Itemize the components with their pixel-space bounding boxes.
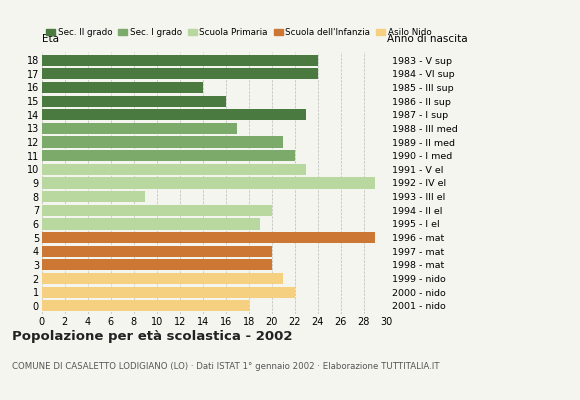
Text: COMUNE DI CASALETTO LODIGIANO (LO) · Dati ISTAT 1° gennaio 2002 · Elaborazione T: COMUNE DI CASALETTO LODIGIANO (LO) · Dat…: [12, 362, 439, 371]
Bar: [42, 164, 306, 175]
Bar: [42, 82, 203, 93]
Bar: [42, 246, 272, 257]
Text: Età: Età: [42, 34, 59, 44]
Bar: [42, 300, 249, 312]
Text: Popolazione per età scolastica - 2002: Popolazione per età scolastica - 2002: [12, 330, 292, 343]
Bar: [42, 273, 283, 284]
Bar: [42, 96, 226, 107]
Bar: [42, 259, 272, 270]
Bar: [42, 218, 260, 230]
Bar: [42, 68, 318, 80]
Bar: [42, 109, 306, 120]
Bar: [42, 178, 375, 188]
Text: Anno di nascita: Anno di nascita: [387, 34, 467, 44]
Bar: [42, 123, 237, 134]
Bar: [42, 286, 295, 298]
Bar: [42, 205, 272, 216]
Legend: Sec. II grado, Sec. I grado, Scuola Primaria, Scuola dell'Infanzia, Asilo Nido: Sec. II grado, Sec. I grado, Scuola Prim…: [46, 28, 432, 37]
Bar: [42, 136, 283, 148]
Bar: [42, 54, 318, 66]
Bar: [42, 150, 295, 161]
Bar: [42, 191, 145, 202]
Bar: [42, 232, 375, 243]
